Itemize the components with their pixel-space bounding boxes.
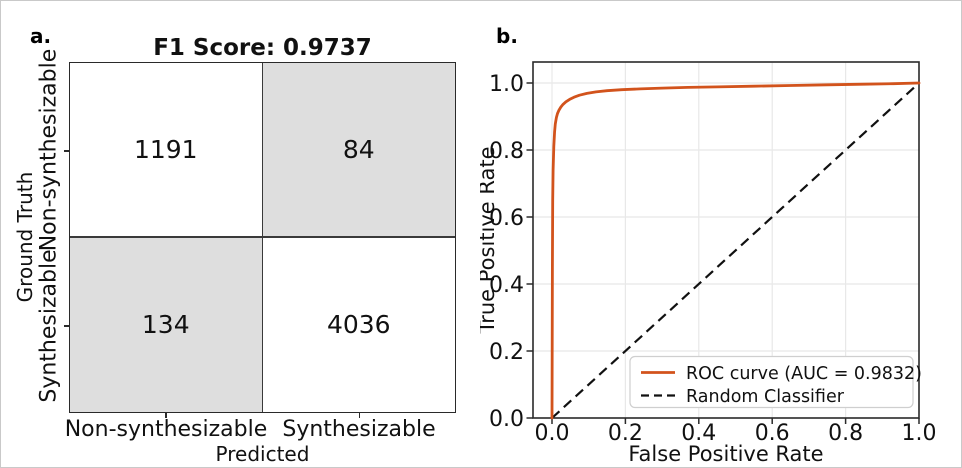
roc-x-axis-label: False Positive Rate — [628, 442, 823, 466]
roc-x-tick-labels: 0.0 0.2 0.4 0.6 0.8 1.0 — [535, 421, 937, 446]
cm-cell-fn: 134 — [70, 237, 263, 412]
roc-y-tick-3: 0.6 — [489, 206, 524, 231]
panel-b-label: b. — [496, 24, 518, 48]
roc-x-tick-0: 0.0 — [535, 421, 570, 446]
roc-y-tick-2: 0.4 — [489, 273, 524, 298]
cm-y-tick-mark — [63, 150, 69, 152]
cm-x-tick-mark — [165, 413, 167, 418]
roc-y-tick-4: 0.8 — [489, 139, 524, 164]
cm-x-tick-label-synthesizable: Synthesizable — [282, 417, 436, 442]
cm-x-tick-label-non-synthesizable: Non-synthesizable — [64, 417, 268, 442]
roc-x-tick-4: 0.8 — [828, 421, 863, 446]
roc-y-axis-label: True Positive Rate — [480, 146, 499, 334]
confusion-matrix-title: F1 Score: 0.9737 — [153, 35, 372, 61]
cm-cell-tp: 4036 — [262, 237, 455, 412]
cm-cell-tn: 1191 — [70, 63, 263, 238]
roc-curve-line — [550, 81, 921, 420]
cm-x-axis-label: Predicted — [215, 442, 310, 466]
random-classifier-line — [551, 82, 920, 419]
confusion-matrix: 1191 84 134 4036 — [69, 62, 456, 413]
roc-legend-box — [629, 355, 914, 409]
roc-y-tick-0: 0.0 — [489, 407, 524, 432]
roc-x-tick-1: 0.2 — [608, 421, 643, 446]
roc-legend-label-random: Random Classifier — [686, 387, 845, 407]
cm-y-axis-label: Ground Truth — [13, 171, 37, 303]
roc-legend-label-roc: ROC curve (AUC = 0.9832) — [686, 364, 922, 384]
roc-x-tick-3: 0.6 — [755, 421, 790, 446]
roc-y-tick-labels: 0.0 0.2 0.4 0.6 0.8 1.0 — [489, 72, 524, 432]
cm-y-tick-label-synthesizable: Synthesizable — [36, 249, 62, 403]
roc-y-tick-1: 0.2 — [489, 340, 524, 365]
roc-x-tick-5: 1.0 — [902, 421, 937, 446]
roc-legend: ROC curve (AUC = 0.9832) Random Classifi… — [629, 355, 922, 409]
cm-y-tick-label-non-synthesizable: Non-synthesizable — [36, 48, 62, 252]
roc-tick-marks — [526, 82, 920, 424]
roc-x-tick-2: 0.4 — [681, 421, 716, 446]
cm-cell-fp: 84 — [262, 63, 455, 238]
panel-a-label: a. — [30, 24, 52, 48]
cm-y-tick-mark — [63, 325, 69, 327]
cm-x-tick-mark — [358, 413, 361, 418]
roc-plot-frame — [532, 61, 920, 419]
roc-y-tick-5: 1.0 — [489, 72, 524, 97]
roc-plot: 0.0 0.2 0.4 0.6 0.8 1.0 0.0 0.2 0.4 0.6 … — [480, 61, 937, 466]
